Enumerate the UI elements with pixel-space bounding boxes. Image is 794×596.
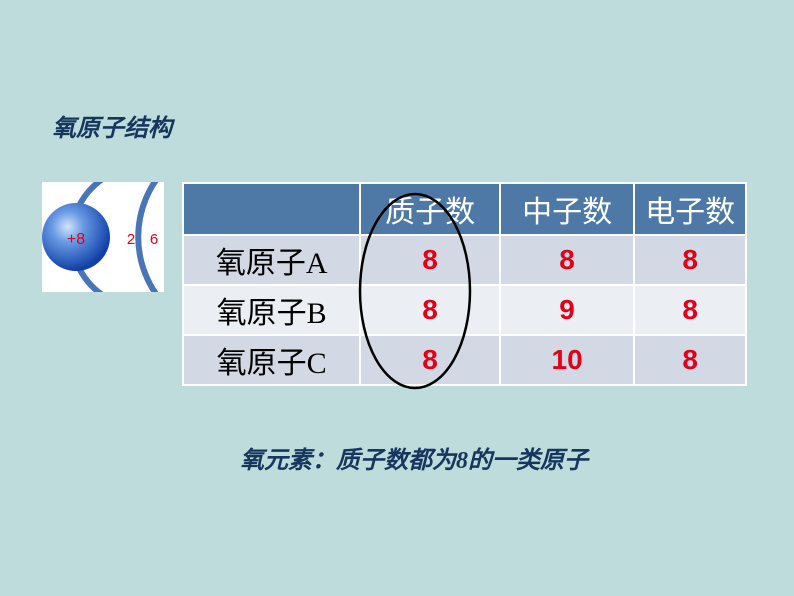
cell-electron: 8: [634, 285, 746, 335]
atom-diagram: +8 2 6: [42, 182, 164, 292]
row-label: 氧原子C: [183, 335, 360, 385]
table-row: 氧原子B 8 9 8: [183, 285, 746, 335]
cell-proton: 8: [360, 335, 500, 385]
shell2-label: 6: [150, 231, 158, 248]
header-electron: 电子数: [634, 183, 746, 235]
page-title: 氧原子结构: [52, 108, 172, 143]
row-label: 氧原子A: [183, 235, 360, 285]
cell-neutron: 9: [500, 285, 635, 335]
cell-proton: 8: [360, 285, 500, 335]
table-row: 氧原子A 8 8 8: [183, 235, 746, 285]
table-header-row: 质子数 中子数 电子数: [183, 183, 746, 235]
cell-electron: 8: [634, 335, 746, 385]
cell-neutron: 8: [500, 235, 635, 285]
nucleus-label: +8: [67, 231, 85, 248]
header-neutron: 中子数: [500, 183, 635, 235]
shell1-label: 2: [127, 231, 135, 248]
header-proton: 质子数: [360, 183, 500, 235]
header-blank: [183, 183, 360, 235]
caption-text: 氧元素：质子数都为8的一类原子: [240, 440, 588, 475]
cell-proton: 8: [360, 235, 500, 285]
cell-electron: 8: [634, 235, 746, 285]
isotope-table: 质子数 中子数 电子数 氧原子A 8 8 8 氧原子B 8 9 8 氧原子C 8…: [182, 182, 747, 386]
cell-neutron: 10: [500, 335, 635, 385]
table-row: 氧原子C 8 10 8: [183, 335, 746, 385]
row-label: 氧原子B: [183, 285, 360, 335]
